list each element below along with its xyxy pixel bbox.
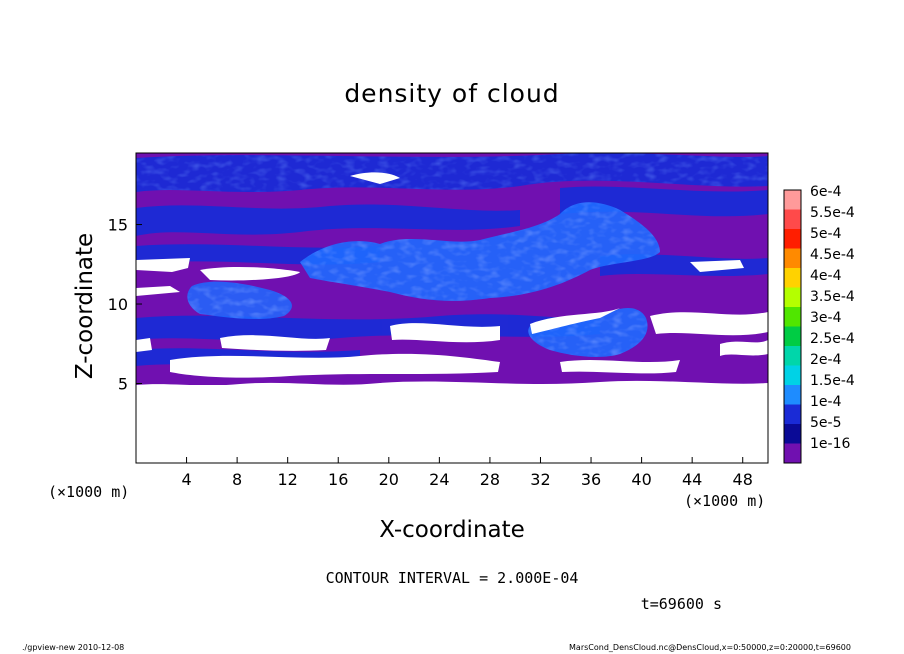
colorbar-swatch xyxy=(784,248,801,269)
x-unit-right: (×1000 m) xyxy=(684,492,765,510)
x-tick-label: 8 xyxy=(232,470,242,489)
colorbar-swatch xyxy=(784,229,801,249)
colorbar-swatch xyxy=(784,268,801,288)
colorbar-label: 6e-4 xyxy=(810,184,842,200)
colorbar-label: 5.5e-4 xyxy=(810,205,855,221)
colorbar-swatch xyxy=(784,365,801,386)
colorbar-label: 5e-4 xyxy=(810,226,842,242)
colorbar-swatch xyxy=(784,346,801,366)
footer-right: MarsCond_DensCloud.nc@DensCloud,x=0:5000… xyxy=(569,643,851,652)
x-unit-left: (×1000 m) xyxy=(48,483,129,501)
colorbar-swatch xyxy=(784,443,801,464)
time-label: t=69600 s xyxy=(641,595,722,613)
colorbar-label: 2.5e-4 xyxy=(810,331,855,347)
y-axis-ticks: 5 10 15 xyxy=(108,216,142,394)
y-axis-title: Z-coordinate xyxy=(72,233,98,379)
colorbar-swatch xyxy=(784,209,801,230)
plot-frame xyxy=(135,152,769,464)
y-tick-label: 5 xyxy=(118,375,128,394)
x-tick-label: 44 xyxy=(682,470,702,489)
x-tick-label: 24 xyxy=(429,470,449,489)
x-tick-label: 16 xyxy=(328,470,348,489)
cloud-texture xyxy=(136,153,768,357)
x-axis-title: X-coordinate xyxy=(379,517,525,543)
x-tick-label: 12 xyxy=(278,470,298,489)
colorbar-label: 5e-5 xyxy=(810,415,841,431)
colorbar-swatch xyxy=(784,424,801,444)
empty-regions xyxy=(136,172,768,463)
x-tick-label: 36 xyxy=(581,470,601,489)
colorbar-swatch xyxy=(784,307,801,327)
colorbar-swatch xyxy=(784,190,801,210)
x-tick-label: 48 xyxy=(733,470,753,489)
x-axis-ticks: 4 8 12 16 20 24 28 32 36 40 44 48 xyxy=(181,457,753,489)
x-tick-label: 20 xyxy=(379,470,399,489)
colorbar-label: 4.5e-4 xyxy=(810,247,855,263)
colorbar-swatch xyxy=(784,385,801,405)
colorbar-label: 1e-16 xyxy=(810,436,850,452)
footer-left: ./gpview-new 2010-12-08 xyxy=(22,643,124,652)
y-tick-label: 10 xyxy=(108,295,128,314)
colorbar-label: 3.5e-4 xyxy=(810,289,855,305)
density-field xyxy=(136,153,768,463)
colorbar-label: 3e-4 xyxy=(810,310,842,326)
colorbar-labels: 6e-4 5.5e-4 5e-4 4.5e-4 4e-4 3.5e-4 3e-4 2.5e-4… xyxy=(810,184,855,452)
x-tick-label: 4 xyxy=(181,470,191,489)
colorbar-label: 1.5e-4 xyxy=(810,373,855,389)
colorbar-swatch xyxy=(784,287,801,308)
colorbar-label: 2e-4 xyxy=(810,352,842,368)
colorbar-label: 1e-4 xyxy=(810,394,842,410)
y-tick-label: 15 xyxy=(108,216,128,235)
contour-interval-label: CONTOUR INTERVAL = 2.000E-04 xyxy=(326,569,579,587)
colorbar-swatch xyxy=(784,404,801,425)
x-tick-label: 40 xyxy=(631,470,651,489)
x-tick-label: 28 xyxy=(480,470,500,489)
x-tick-label: 32 xyxy=(530,470,550,489)
colorbar xyxy=(783,189,802,464)
colorbar-frame xyxy=(783,189,802,464)
colorbar-label: 4e-4 xyxy=(810,268,842,284)
chart-title: density of cloud xyxy=(344,79,559,108)
colorbar-swatch xyxy=(784,326,801,347)
